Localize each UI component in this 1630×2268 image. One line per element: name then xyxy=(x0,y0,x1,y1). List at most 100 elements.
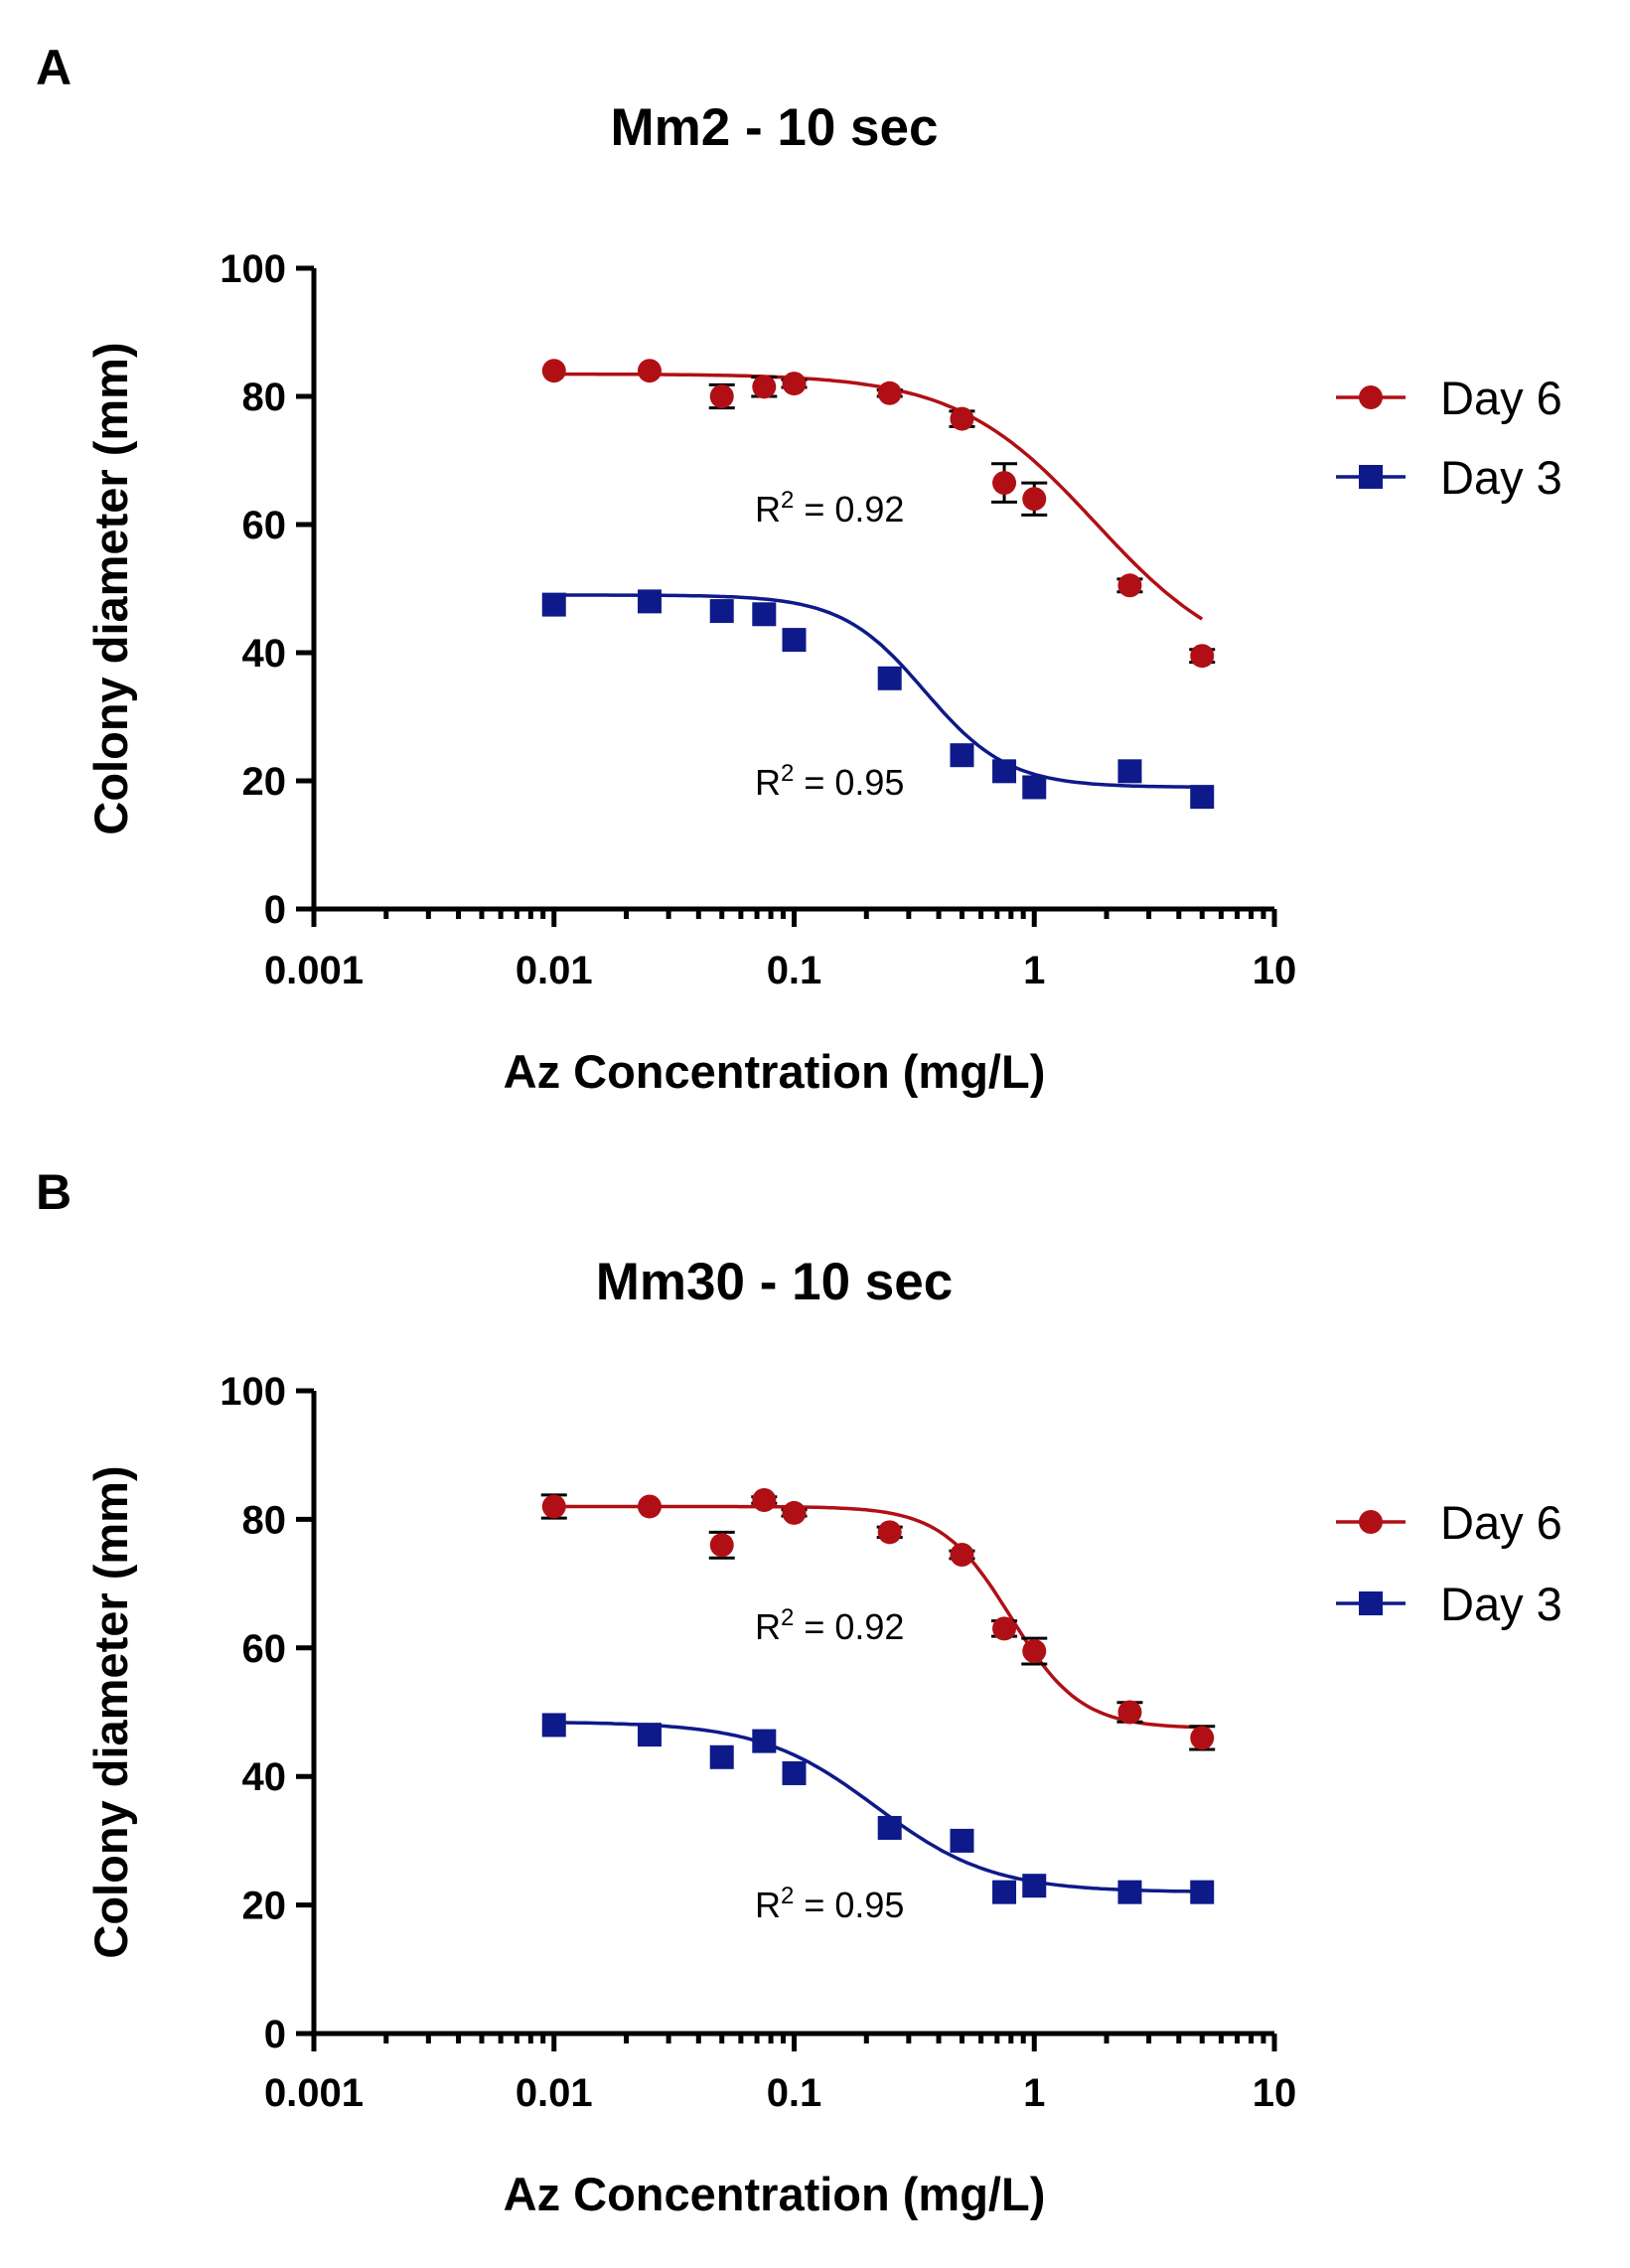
data-point xyxy=(541,1494,566,1519)
legend-label: Day 3 xyxy=(1440,1578,1562,1630)
x-tick-label: 1 xyxy=(1023,2071,1045,2115)
data-point xyxy=(950,406,974,431)
y-tick-label: 100 xyxy=(220,1370,286,1414)
r-squared-label: R2 = 0.92 xyxy=(755,487,904,529)
x-tick-label: 0.001 xyxy=(264,949,364,992)
data-point xyxy=(992,1616,1017,1641)
x-tick-label: 10 xyxy=(1253,949,1297,992)
data-point xyxy=(992,1880,1017,1904)
legend-marker xyxy=(1359,385,1383,409)
data-point xyxy=(637,359,662,383)
legend-marker xyxy=(1359,465,1383,489)
data-point xyxy=(1117,573,1142,598)
panel-b: B Mm30 - 10 sec 0 20 40 60 80 100 0.001 0.01 0.1 1 1… xyxy=(36,1164,1562,2220)
chart-title: Mm30 - 10 sec xyxy=(596,1253,953,1311)
data-point xyxy=(709,384,734,408)
y-tick-label: 40 xyxy=(242,632,287,676)
data-point xyxy=(752,375,777,399)
data-point xyxy=(1117,759,1142,784)
series-day-3: R2 = 0.95 xyxy=(541,1713,1215,1925)
data-point xyxy=(1190,785,1215,810)
legend-label: Day 3 xyxy=(1440,451,1562,504)
data-point xyxy=(637,1723,662,1747)
data-point xyxy=(1022,1639,1047,1664)
data-point xyxy=(782,372,807,396)
x-tick-label: 0.01 xyxy=(516,949,593,992)
r-squared-label: R2 = 0.95 xyxy=(755,760,904,803)
y-tick-label: 80 xyxy=(242,1498,287,1542)
panel-a: A Mm2 - 10 sec 0 20 40 60 80 100 0.001 0.01 0.1 1 10… xyxy=(36,40,1562,1098)
data-point xyxy=(950,1828,974,1853)
legend-entry-day-3: Day 3 xyxy=(1336,1578,1562,1630)
data-point xyxy=(752,1729,777,1753)
data-point xyxy=(782,628,807,653)
y-tick-label: 20 xyxy=(242,1885,287,1928)
legend-label: Day 6 xyxy=(1440,1496,1562,1549)
data-point xyxy=(1117,1880,1142,1904)
fit-curve xyxy=(553,1721,1203,1893)
x-tick-label: 10 xyxy=(1253,2071,1297,2115)
data-point xyxy=(1022,487,1047,512)
data-point xyxy=(992,471,1017,496)
data-point xyxy=(950,1542,974,1567)
data-point xyxy=(1022,775,1047,800)
legend-marker xyxy=(1359,1591,1383,1615)
data-point xyxy=(1022,1874,1047,1898)
data-point xyxy=(877,380,902,405)
data-point xyxy=(709,599,734,624)
y-tick-label: 0 xyxy=(264,2013,286,2056)
y-axis-label: Colony diameter (mm) xyxy=(84,342,137,834)
r-squared-label: R2 = 0.95 xyxy=(755,1883,904,1925)
series-day-6: R2 = 0.92 xyxy=(540,1487,1216,1751)
y-tick-label: 40 xyxy=(242,1755,287,1799)
data-point xyxy=(782,1760,807,1785)
legend-entry-day-6: Day 6 xyxy=(1336,1496,1562,1549)
fit-curve xyxy=(553,372,1204,621)
data-point xyxy=(637,589,662,614)
data-point xyxy=(1190,1880,1215,1904)
x-tick-label: 0.1 xyxy=(767,2071,822,2115)
legend-marker xyxy=(1359,1510,1383,1534)
data-point xyxy=(752,1487,777,1512)
y-tick-label: 100 xyxy=(220,247,286,291)
legend-entry-day-3: Day 3 xyxy=(1336,451,1562,504)
data-point xyxy=(992,759,1017,784)
fit-curve xyxy=(553,593,1203,789)
data-point xyxy=(877,1520,902,1545)
fit-curve xyxy=(553,1504,1203,1730)
panel-letter: A xyxy=(36,40,72,95)
data-point xyxy=(877,666,902,690)
data-point xyxy=(709,1744,734,1769)
x-tick-label: 0.01 xyxy=(516,2071,593,2115)
y-tick-label: 60 xyxy=(242,1627,287,1671)
data-point xyxy=(1190,1726,1215,1750)
y-tick-label: 60 xyxy=(242,504,287,547)
legend-label: Day 6 xyxy=(1440,372,1562,424)
x-axis-label: Az Concentration (mg/L) xyxy=(504,1045,1046,1098)
x-axis-label: Az Concentration (mg/L) xyxy=(504,2168,1046,2220)
data-point xyxy=(1117,1700,1142,1725)
y-tick-label: 0 xyxy=(264,888,286,932)
data-point xyxy=(637,1494,662,1519)
series-day-6: R2 = 0.92 xyxy=(541,359,1216,669)
data-point xyxy=(752,602,777,627)
data-point xyxy=(541,1713,566,1738)
legend-entry-day-6: Day 6 xyxy=(1336,372,1562,424)
r-squared-label: R2 = 0.92 xyxy=(755,1604,904,1647)
data-point xyxy=(877,1815,902,1840)
x-tick-label: 1 xyxy=(1023,949,1045,992)
x-tick-label: 0.1 xyxy=(767,949,822,992)
data-point xyxy=(782,1500,807,1525)
data-point xyxy=(709,1533,734,1558)
y-tick-label: 80 xyxy=(242,376,287,419)
y-axis-label: Colony diameter (mm) xyxy=(84,1465,137,1958)
x-tick-label: 0.001 xyxy=(264,2071,364,2115)
series-day-3: R2 = 0.95 xyxy=(541,589,1215,810)
data-point xyxy=(1190,644,1215,669)
chart-title: Mm2 - 10 sec xyxy=(611,98,939,157)
data-point xyxy=(541,592,566,617)
data-point xyxy=(950,743,974,768)
panel-letter: B xyxy=(36,1164,72,1220)
data-point xyxy=(541,359,566,383)
